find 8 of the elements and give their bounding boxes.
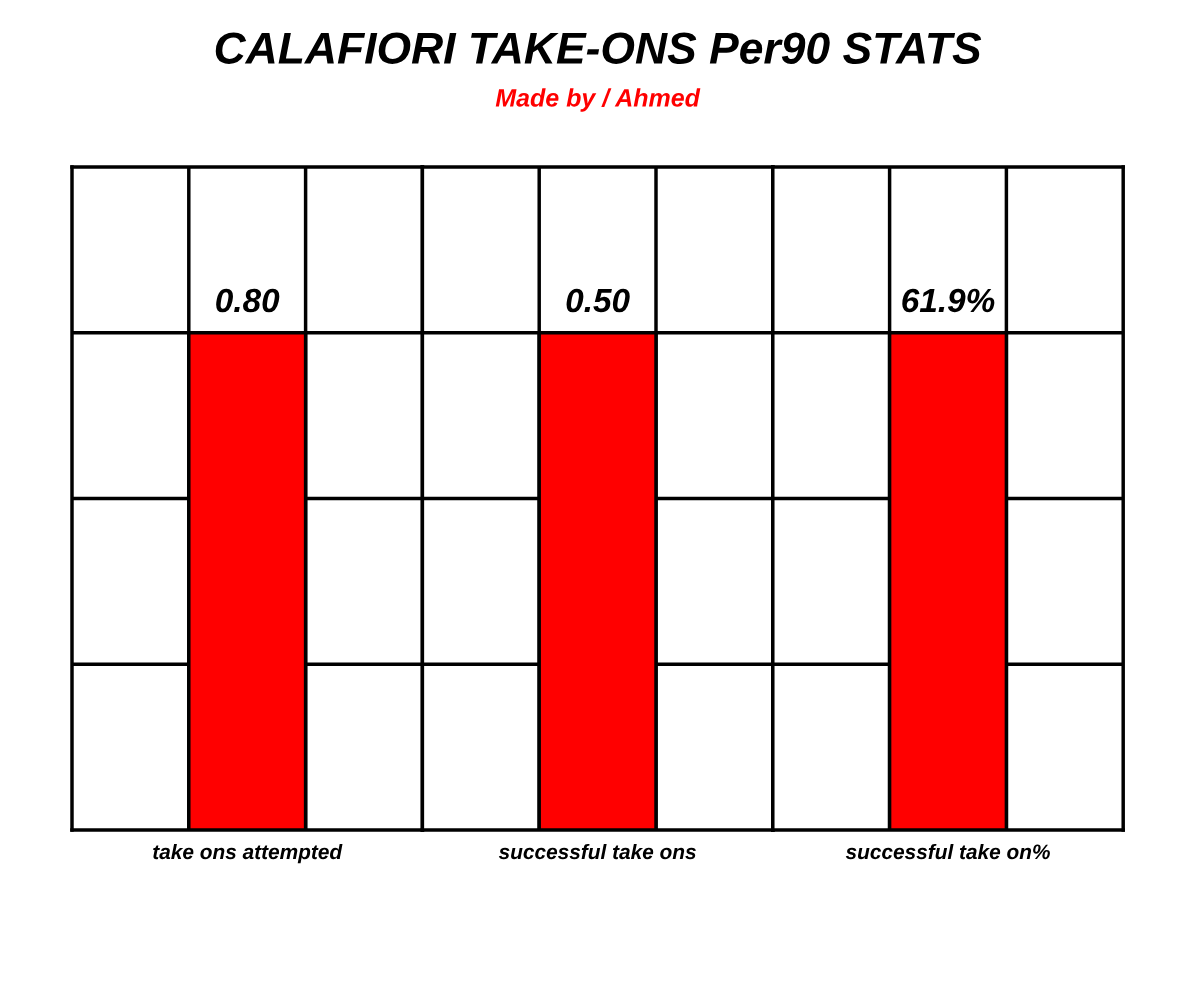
x-tick-label: successful take on% xyxy=(845,843,1050,860)
data-label: 61.9% xyxy=(902,288,995,313)
data-label: 0.80 xyxy=(216,288,280,313)
chart-title: CALAFIORI TAKE-ONS Per90 STATS xyxy=(215,32,982,64)
data-label: 0.50 xyxy=(566,288,630,313)
x-tick-label: take ons attempted xyxy=(153,843,343,864)
x-tick-label: successful take ons xyxy=(498,843,696,860)
chart-subtitle: Made by / Ahmed xyxy=(495,88,701,112)
